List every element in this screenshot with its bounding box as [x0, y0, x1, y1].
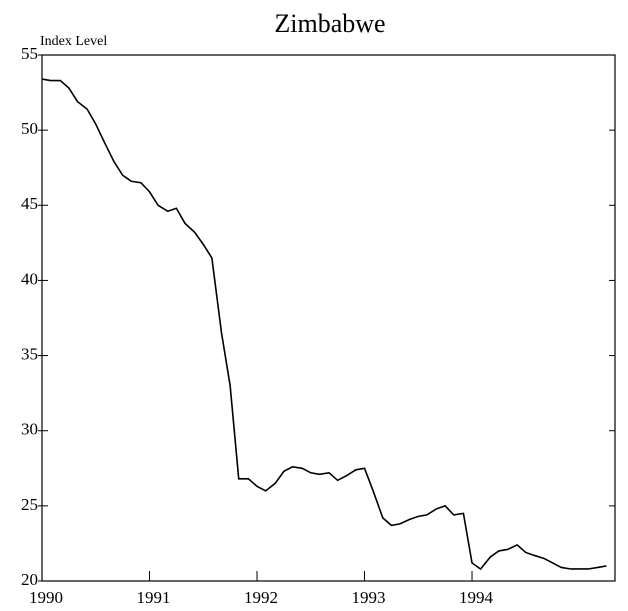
data-line: [41, 78, 607, 571]
y-tick-label: 40: [21, 269, 38, 288]
x-tick-label: 1993: [352, 588, 386, 607]
x-tick-label: 1992: [244, 588, 278, 607]
y-axis-label: Index Level: [40, 34, 107, 49]
x-tick-label: 1994: [459, 588, 494, 607]
y-tick-label: 55: [21, 44, 38, 63]
y-tick-label: 20: [21, 570, 38, 589]
y-tick-label: 35: [21, 344, 38, 363]
x-tick-label: 1990: [29, 588, 63, 607]
x-tick-label: 1991: [137, 588, 171, 607]
y-tick-label: 45: [21, 194, 38, 213]
y-tick-label: 50: [21, 119, 38, 138]
y-tick-label: 30: [21, 420, 38, 439]
chart-title: Zimbabwe: [274, 9, 385, 38]
y-tick-label: 25: [21, 495, 38, 514]
plot-frame: [41, 54, 616, 582]
